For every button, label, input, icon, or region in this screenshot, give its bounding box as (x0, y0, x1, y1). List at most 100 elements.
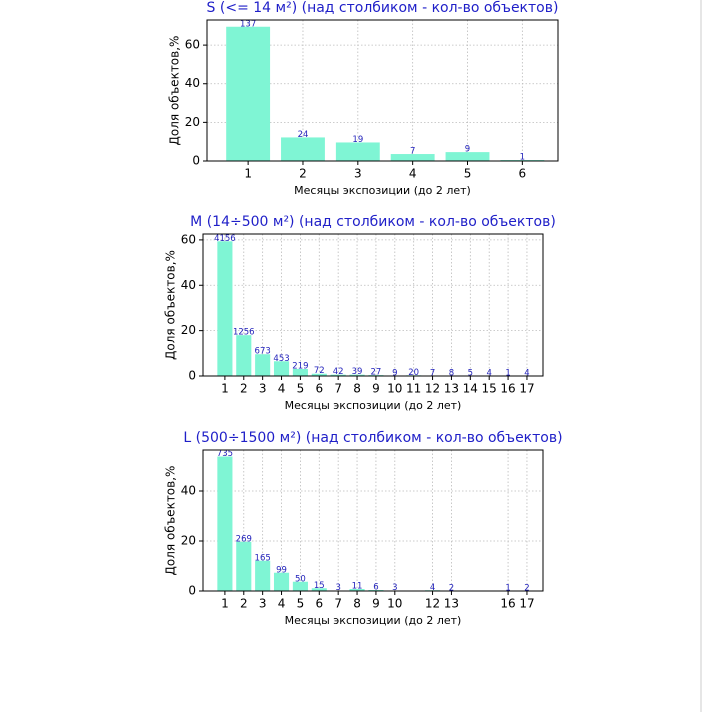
y-tick-label: 20 (181, 534, 196, 548)
x-tick-label: 5 (297, 597, 305, 611)
x-tick-label: 2 (240, 382, 248, 396)
y-tick-label: 40 (181, 484, 196, 498)
x-tick-label: 3 (259, 382, 267, 396)
x-tick-label: 1 (244, 167, 252, 181)
bar (217, 456, 233, 591)
count-label: 42 (333, 367, 344, 377)
count-label: 1 (505, 583, 510, 593)
count-label: 4156 (214, 234, 236, 244)
x-tick-label: 1 (221, 597, 229, 611)
count-label: 39 (352, 367, 363, 377)
x-tick-label: 16 (500, 382, 515, 396)
bar (311, 588, 327, 591)
count-label: 453 (273, 354, 289, 364)
x-tick-label: 6 (315, 382, 323, 396)
y-tick-label: 40 (181, 278, 196, 292)
count-label: 4 (524, 368, 529, 378)
x-tick-label: 3 (354, 167, 362, 181)
bar (390, 154, 435, 161)
x-tick-label: 7 (334, 382, 342, 396)
count-label: 72 (314, 366, 325, 376)
bar (349, 374, 365, 376)
y-tick-label: 20 (185, 115, 200, 129)
count-label: 6 (373, 583, 378, 593)
chart-title: S (<= 14 м²) (над столбиком - кол-во объ… (207, 0, 559, 16)
bar (292, 368, 308, 376)
x-tick-label: 17 (519, 382, 534, 396)
count-label: 9 (392, 368, 397, 378)
x-tick-label: 3 (259, 597, 267, 611)
x-tick-label: 4 (409, 167, 417, 181)
bar (236, 335, 252, 376)
x-tick-label: 15 (482, 382, 497, 396)
bar (281, 137, 325, 161)
bar (292, 581, 308, 591)
x-tick-label: 11 (406, 382, 421, 396)
x-tick-label: 16 (500, 597, 515, 611)
bar (217, 241, 233, 376)
plot-frame (202, 449, 544, 592)
x-tick-label: 6 (519, 167, 527, 181)
count-label: 3 (392, 583, 397, 593)
count-label: 27 (371, 368, 382, 378)
x-tick-label: 17 (519, 597, 534, 611)
bar (273, 572, 290, 591)
count-label: 24 (298, 130, 309, 140)
count-label: 165 (255, 553, 271, 563)
y-tick-label: 0 (192, 154, 200, 168)
bar (226, 26, 271, 162)
x-tick-label: 7 (334, 597, 342, 611)
count-label: 1256 (233, 328, 255, 338)
bar (335, 142, 380, 161)
x-tick-label: 12 (425, 382, 440, 396)
x-tick-label: 4 (278, 382, 286, 396)
bar (273, 361, 290, 376)
x-axis-label: Месяцы экспозиции (до 2 лет) (285, 614, 462, 627)
x-tick-label: 12 (425, 597, 440, 611)
y-tick-label: 60 (185, 38, 200, 52)
x-tick-label: 8 (353, 597, 361, 611)
bar (349, 589, 365, 591)
count-label: 219 (292, 361, 308, 371)
y-axis-label: Доля объектов,% (168, 36, 182, 146)
count-label: 7 (410, 147, 415, 157)
bar (445, 152, 490, 161)
y-tick-label: 0 (188, 369, 196, 383)
x-tick-label: 9 (372, 382, 380, 396)
plot-frame (202, 233, 544, 377)
y-axis-label: Доля объектов,% (164, 466, 178, 576)
chart-title: M (14÷500 м²) (над столбиком - кол-во об… (190, 214, 556, 230)
x-tick-label: 13 (444, 597, 459, 611)
count-label: 3 (335, 583, 340, 593)
count-label: 269 (236, 534, 252, 544)
y-tick-label: 20 (181, 323, 196, 337)
count-label: 2 (449, 583, 454, 593)
y-tick-label: 60 (181, 232, 196, 246)
count-label: 7 (430, 368, 435, 378)
count-label: 1 (505, 369, 510, 379)
bar (255, 560, 271, 591)
x-axis-label: Месяцы экспозиции (до 2 лет) (294, 184, 471, 197)
y-axis-label: Доля объектов,% (164, 250, 178, 360)
x-tick-label: 9 (372, 597, 380, 611)
chart-title: L (500÷1500 м²) (над столбиком - кол-во … (183, 430, 562, 446)
count-label: 4 (486, 368, 491, 378)
x-tick-label: 4 (278, 597, 286, 611)
count-label: 50 (295, 574, 306, 584)
x-tick-label: 2 (299, 167, 307, 181)
bar (255, 354, 271, 376)
x-tick-label: 10 (387, 597, 402, 611)
x-tick-label: 1 (221, 382, 229, 396)
count-label: 673 (255, 347, 271, 357)
count-label: 137 (240, 19, 256, 29)
count-label: 4 (430, 583, 435, 593)
count-label: 5 (468, 368, 473, 378)
x-tick-label: 14 (463, 382, 478, 396)
x-tick-label: 5 (297, 382, 305, 396)
count-label: 19 (352, 135, 363, 145)
x-tick-label: 6 (315, 597, 323, 611)
count-label: 1 (520, 153, 525, 163)
bar (311, 373, 327, 376)
